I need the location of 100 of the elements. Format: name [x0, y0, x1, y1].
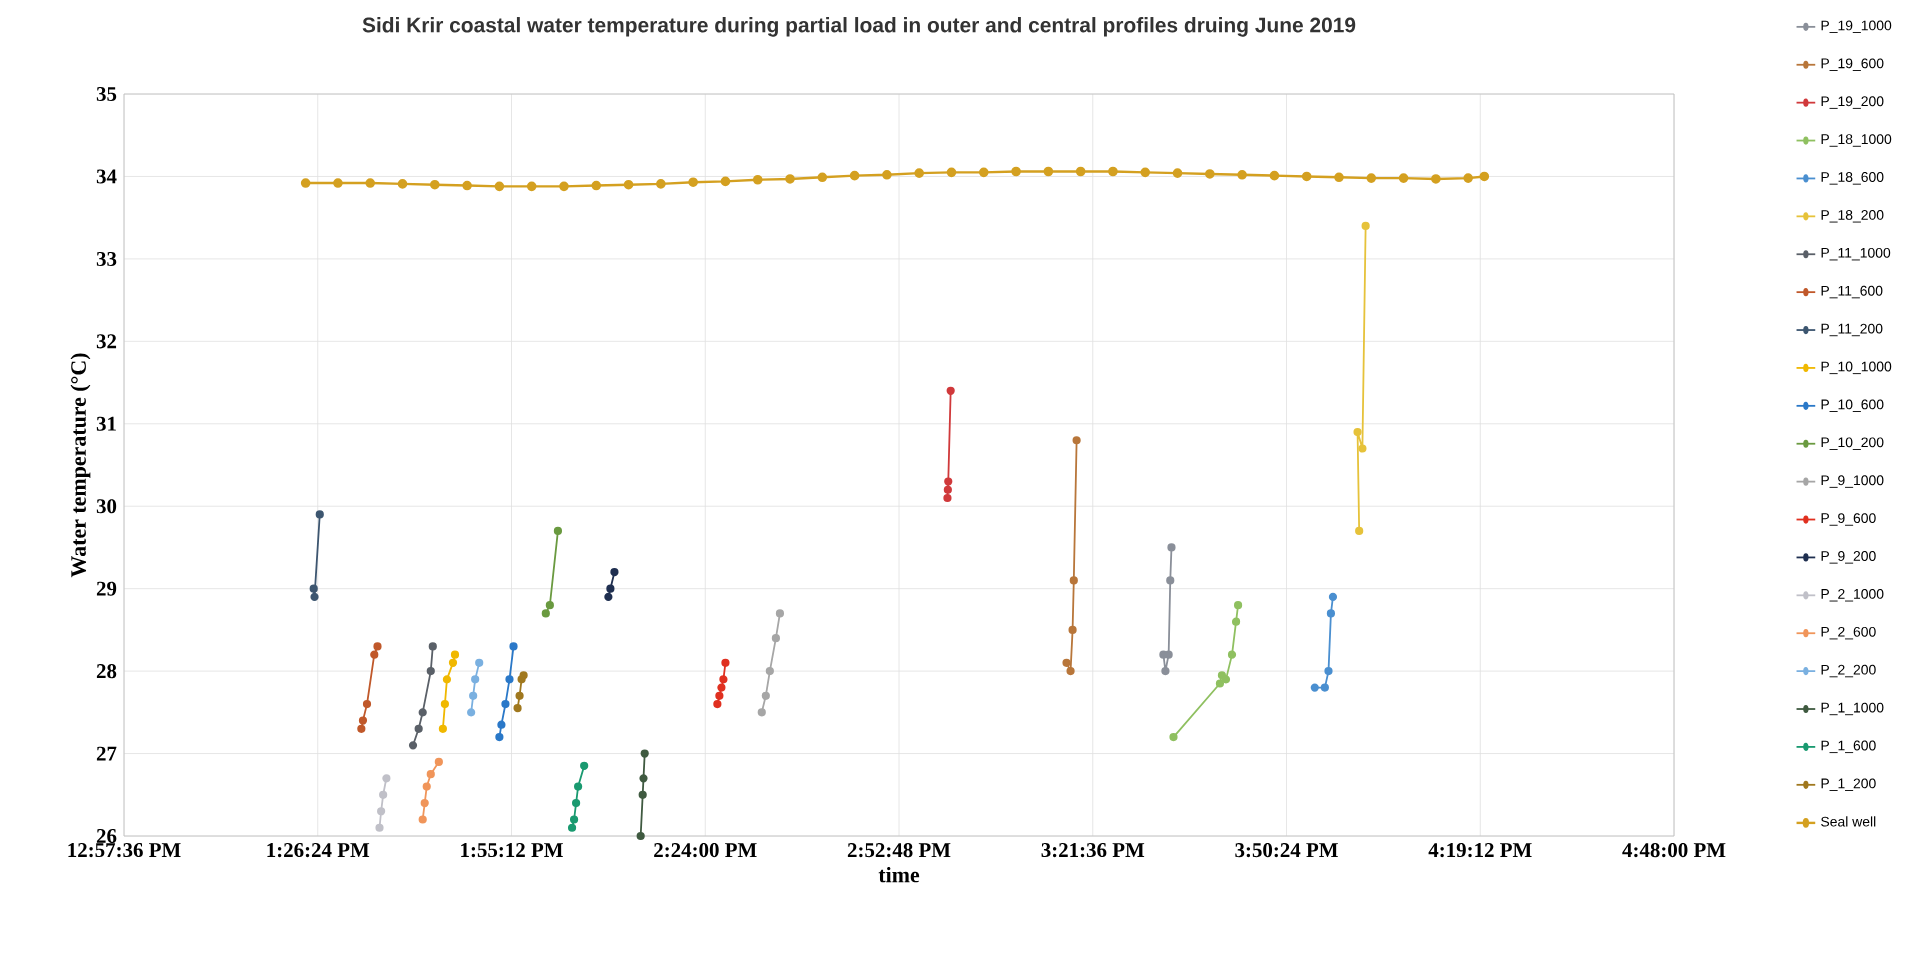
- chart-title: Sidi Krir coastal water temperature during partial load in outer and central profiles druing June 2019: [362, 17, 1356, 37]
- y-tick-label: 30: [96, 499, 117, 514]
- point: [717, 683, 726, 692]
- point: [636, 831, 645, 841]
- point: [639, 774, 648, 783]
- point: [397, 179, 408, 189]
- point: [467, 708, 476, 717]
- x-tick-label: 3:50:24 PM: [1235, 843, 1338, 858]
- point: [719, 675, 728, 684]
- point: [426, 667, 435, 676]
- x-axis-title: time: [878, 866, 920, 883]
- point: [571, 798, 581, 808]
- point: [526, 181, 537, 192]
- point: [688, 177, 698, 188]
- point: [1066, 667, 1075, 676]
- point: [1169, 732, 1178, 742]
- point: [580, 761, 589, 771]
- point: [638, 790, 647, 799]
- x-tick-label: 2:24:00 PM: [654, 843, 757, 858]
- point: [553, 526, 563, 536]
- point: [379, 790, 388, 799]
- point: [505, 675, 514, 684]
- point: [771, 634, 780, 643]
- point: [817, 172, 828, 183]
- point: [515, 691, 524, 700]
- y-tick-label: 35: [96, 86, 117, 102]
- point: [1227, 650, 1237, 659]
- point: [373, 642, 382, 651]
- point: [1334, 172, 1344, 183]
- point: [721, 658, 730, 667]
- point: [1233, 601, 1243, 610]
- point: [944, 477, 953, 486]
- point: [1072, 436, 1081, 445]
- point: [1108, 166, 1118, 177]
- point: [440, 699, 449, 709]
- y-tick-label: 28: [96, 664, 117, 679]
- x-tick-label: 2:52:48 PM: [847, 843, 951, 858]
- point: [1463, 173, 1473, 183]
- x-tick-label: 3:21:36 PM: [1041, 843, 1145, 858]
- point: [462, 180, 472, 191]
- point: [315, 510, 324, 519]
- point: [418, 815, 427, 824]
- point: [513, 704, 522, 713]
- point: [1398, 173, 1409, 183]
- y-tick-label: 26: [96, 828, 117, 844]
- point: [1358, 444, 1367, 453]
- point: [559, 181, 569, 192]
- point: [545, 601, 554, 610]
- point: [418, 708, 427, 717]
- y-tick-label: 33: [96, 251, 117, 266]
- point: [1043, 166, 1054, 177]
- point: [422, 782, 431, 791]
- point: [623, 179, 634, 190]
- point: [604, 592, 613, 602]
- point: [428, 642, 437, 651]
- y-tick-label: 34: [96, 169, 117, 184]
- x-tick-label: 4:48:00 PM: [1622, 843, 1726, 858]
- point: [1237, 170, 1247, 180]
- point: [946, 167, 957, 178]
- point: [370, 650, 379, 659]
- point: [1328, 592, 1338, 602]
- point: [757, 708, 766, 717]
- point: [310, 592, 319, 602]
- point: [448, 658, 458, 667]
- point: [1062, 658, 1071, 667]
- point: [606, 584, 615, 593]
- point: [591, 180, 602, 191]
- point: [946, 386, 955, 395]
- point: [765, 667, 774, 676]
- point: [469, 691, 478, 700]
- y-axis-title: Water temperature (°C): [70, 353, 91, 578]
- point: [914, 168, 924, 178]
- point: [420, 798, 429, 808]
- point: [377, 807, 386, 816]
- point: [434, 757, 443, 766]
- point: [475, 658, 484, 667]
- point: [309, 584, 318, 593]
- x-tick-label: 4:19:12 PM: [1428, 843, 1532, 858]
- point: [785, 174, 795, 184]
- point: [333, 178, 343, 188]
- point: [541, 609, 550, 618]
- point: [494, 181, 505, 192]
- x-tick-label: 12:57:36 PM: [68, 843, 181, 858]
- point: [408, 741, 418, 750]
- point: [1324, 667, 1333, 676]
- point: [1355, 526, 1364, 536]
- y-tick-label: 32: [96, 334, 117, 349]
- point: [656, 179, 666, 189]
- point: [761, 691, 770, 700]
- point: [501, 699, 510, 709]
- point: [640, 749, 649, 758]
- point: [1205, 169, 1215, 179]
- point: [775, 609, 785, 618]
- point: [442, 675, 452, 684]
- point: [358, 716, 368, 725]
- point: [1161, 667, 1170, 676]
- x-tick-label: 1:55:12 PM: [461, 843, 563, 858]
- point: [1167, 543, 1176, 552]
- point: [1366, 173, 1377, 183]
- point: [426, 770, 435, 779]
